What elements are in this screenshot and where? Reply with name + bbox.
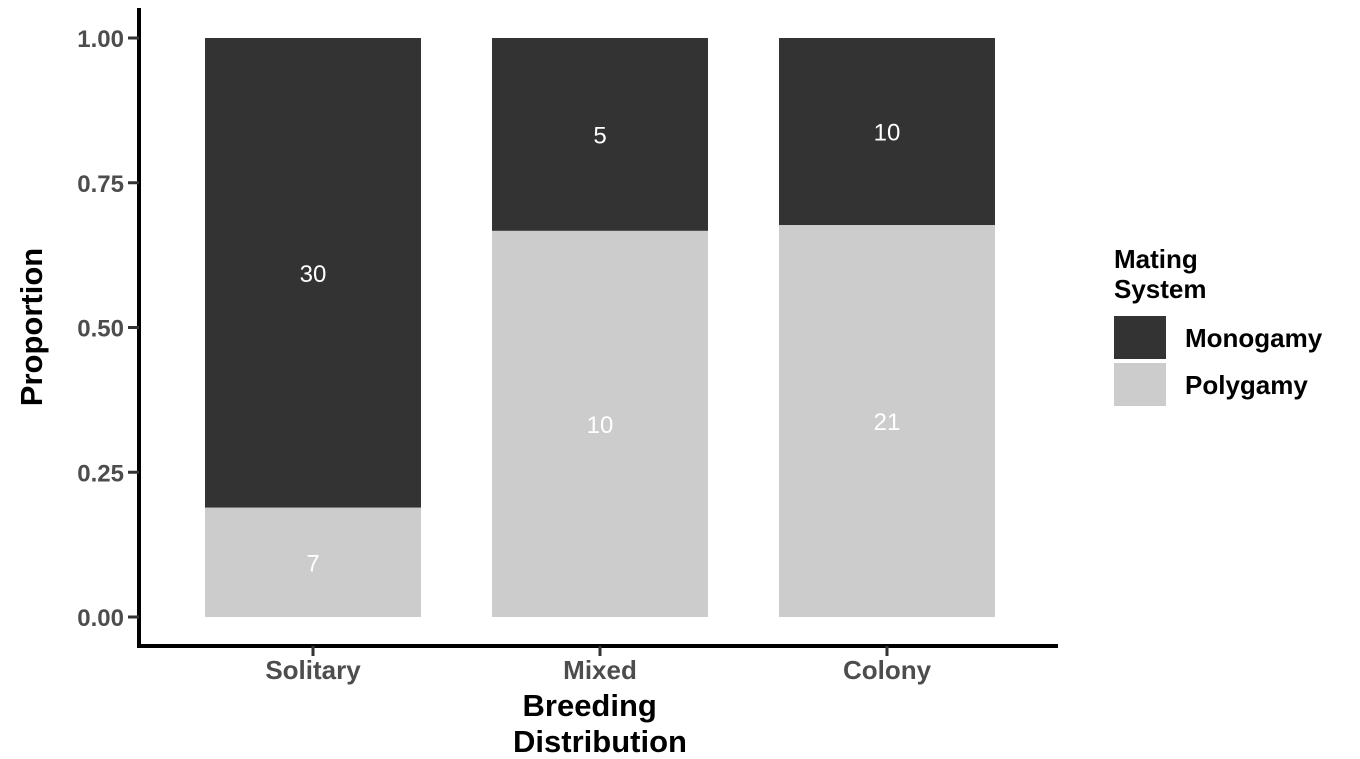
data-labels-layer: 7 30 10 5 21 10 xyxy=(300,120,901,578)
legend-swatch-polygamy xyxy=(1114,363,1166,406)
legend-swatch-monogamy xyxy=(1114,316,1166,359)
legend-label-monogamy: Monogamy xyxy=(1185,323,1323,353)
x-axis-title-line-1: Breeding xyxy=(523,688,657,723)
bar-colony-polygamy xyxy=(779,225,995,617)
bar-colony-monogamy xyxy=(779,38,995,226)
y-tick-label: 0.50 xyxy=(77,316,124,343)
y-tick-label: 0.00 xyxy=(77,605,124,632)
y-tick-label: 0.25 xyxy=(77,460,124,487)
x-tick-label-colony: Colony xyxy=(843,655,932,685)
bar-mixed-polygamy xyxy=(492,230,708,617)
data-label-mixed-monogamy: 5 xyxy=(593,122,606,149)
legend-title: Mating System xyxy=(1114,244,1207,304)
y-tick-label: 1.00 xyxy=(77,26,124,53)
legend-title-line-1: Mating xyxy=(1114,244,1198,274)
y-ticks-layer: 0.00 0.25 0.50 0.75 1.00 xyxy=(77,26,139,632)
x-ticks-layer: Solitary Mixed Colony xyxy=(265,646,932,685)
y-tick-label: 0.75 xyxy=(77,171,124,198)
bar-mixed-monogamy xyxy=(492,38,708,231)
data-label-colony-monogamy: 10 xyxy=(874,120,901,147)
x-tick-label-solitary: Solitary xyxy=(265,655,361,685)
legend-title-line-2: System xyxy=(1114,274,1207,304)
y-axis-title: Proportion xyxy=(14,248,49,406)
data-label-colony-polygamy: 21 xyxy=(874,409,901,436)
data-label-solitary-polygamy: 7 xyxy=(306,550,319,577)
legend: Mating System Monogamy Polygamy xyxy=(1114,244,1323,406)
bar-solitary-monogamy xyxy=(205,38,421,508)
x-axis-title-line-2: Distribution xyxy=(513,724,687,759)
data-label-solitary-monogamy: 30 xyxy=(300,261,327,288)
x-axis-title: Breeding Distribution xyxy=(513,688,687,759)
bar-solitary-polygamy xyxy=(205,507,421,617)
bars-layer xyxy=(205,38,995,617)
legend-label-polygamy: Polygamy xyxy=(1185,370,1308,400)
data-label-mixed-polygamy: 10 xyxy=(587,412,614,439)
x-tick-label-mixed: Mixed xyxy=(563,655,637,685)
